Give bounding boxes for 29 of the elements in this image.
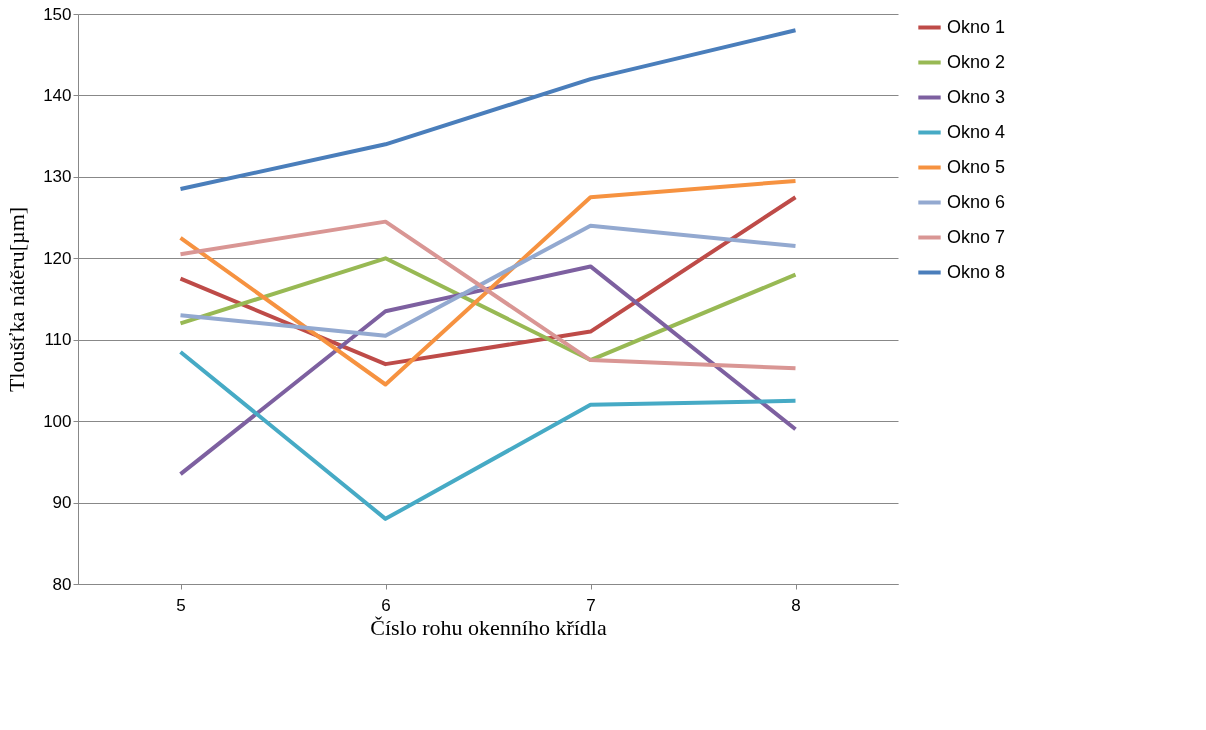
y-tick-label: 80 [52,574,72,594]
legend-label: Okno 3 [947,86,1006,107]
x-axis-title: Číslo rohu okenního křídla [370,614,607,640]
line-series [178,256,798,363]
x-tick-label: 5 [176,595,186,615]
line-series [178,264,798,477]
line-series [178,349,798,521]
line-series [178,219,798,371]
x-tick-label: 6 [381,595,391,615]
y-tick-label: 150 [43,4,72,24]
legend-label: Okno 1 [947,16,1006,37]
y-tick-label: 140 [43,85,72,105]
line-series [178,28,798,192]
y-tick-label: 130 [43,167,72,187]
legend-label: Okno 2 [947,51,1006,72]
legend-label: Okno 4 [947,121,1006,142]
y-tick-label: 100 [43,411,72,431]
legend-label: Okno 8 [947,261,1006,282]
legend-label: Okno 7 [947,226,1006,247]
y-tick-label: 90 [52,493,72,513]
line-series [178,178,798,387]
x-tick-label: 7 [586,595,596,615]
y-axis-title: Tloušťka nátěru[µm] [4,206,30,393]
y-tick-label: 110 [44,330,72,350]
line-series [178,223,798,338]
x-tick-label: 8 [791,595,801,615]
legend-label: Okno 6 [947,191,1006,212]
y-tick-label: 120 [43,248,72,268]
legend-label: Okno 5 [947,156,1006,177]
